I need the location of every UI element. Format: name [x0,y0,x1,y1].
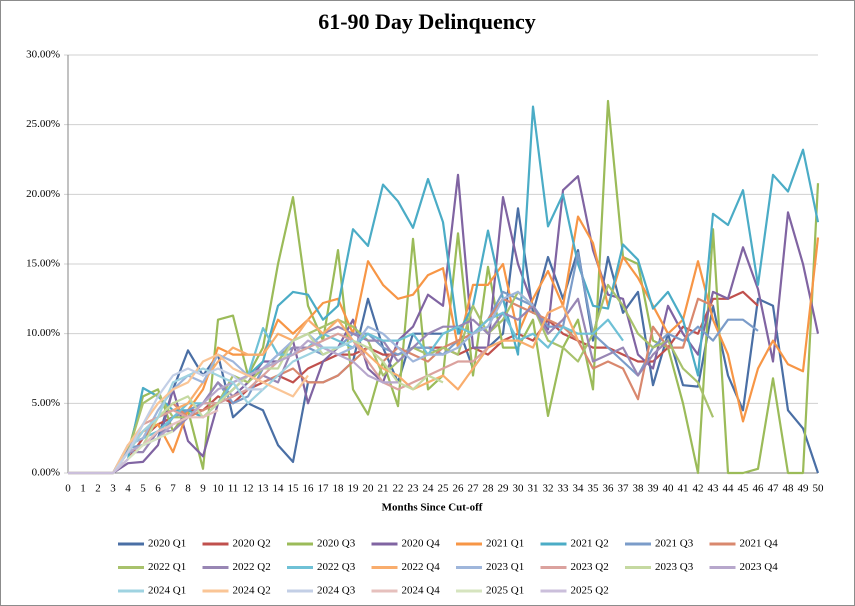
x-tick-label: 40 [663,483,675,495]
legend-label: 2020 Q3 [317,538,356,550]
x-tick-label: 50 [813,483,825,495]
x-tick-label: 14 [273,483,285,495]
legend-label: 2025 Q2 [571,585,609,597]
x-tick-label: 0 [65,483,71,495]
legend-label: 2024 Q4 [402,585,441,597]
legend-label: 2023 Q4 [740,561,779,573]
y-tick-label: 30.00% [26,49,60,61]
x-tick-label: 20 [363,483,375,495]
x-tick-label: 45 [738,483,750,495]
legend-label: 2022 Q3 [317,561,356,573]
series-line [68,297,669,475]
x-tick-label: 49 [798,483,810,495]
x-tick-label: 3 [110,483,116,495]
series-line [68,173,820,475]
y-tick-label: 0.00% [32,467,60,479]
x-tick-label: 6 [155,483,161,495]
legend-label: 2024 Q2 [233,585,271,597]
legend-label: 2020 Q2 [233,538,271,550]
x-tick-label: 8 [185,483,191,495]
legend-label: 2023 Q2 [571,561,609,573]
legend-label: 2020 Q1 [148,538,186,550]
x-tick-label: 24 [423,483,435,495]
y-tick-label: 15.00% [26,258,60,270]
x-tick-label: 33 [558,483,570,495]
x-tick-label: 18 [333,483,345,495]
legend-label: 2023 Q1 [486,561,524,573]
x-tick-label: 25 [438,483,450,495]
x-tick-label: 32 [543,483,554,495]
x-tick-label: 27 [468,483,480,495]
x-tick-label: 44 [723,483,735,495]
x-tick-label: 13 [258,483,270,495]
x-tick-label: 12 [243,483,254,495]
x-tick-label: 29 [498,483,510,495]
x-tick-label: 35 [588,483,600,495]
x-tick-label: 38 [633,483,645,495]
x-tick-label: 31 [528,483,539,495]
x-tick-label: 28 [483,483,495,495]
x-tick-label: 11 [228,483,239,495]
x-tick-label: 7 [170,483,176,495]
x-tick-label: 36 [603,483,615,495]
x-tick-label: 15 [288,483,300,495]
x-tick-label: 5 [140,483,146,495]
x-tick-label: 41 [678,483,689,495]
x-axis-label: Months Since Cut-off [382,502,483,514]
x-tick-label: 23 [408,483,420,495]
series-line [68,283,715,475]
x-tick-label: 9 [200,483,206,495]
y-tick-label: 10.00% [26,327,60,339]
x-tick-label: 34 [573,483,585,495]
legend-label: 2022 Q4 [402,561,441,573]
legend-label: 2023 Q3 [655,561,694,573]
series-line [68,458,129,475]
x-tick-label: 46 [753,483,765,495]
legend-label: 2024 Q1 [148,585,186,597]
x-tick-label: 39 [648,483,660,495]
legend-label: 2022 Q1 [148,561,186,573]
x-tick-label: 48 [783,483,795,495]
x-tick-label: 19 [348,483,360,495]
legend-label: 2021 Q3 [655,538,694,550]
chart-title: 61-90 Day Delinquency [318,9,536,34]
x-tick-label: 16 [303,483,315,495]
x-tick-label: 21 [378,483,389,495]
x-tick-label: 42 [693,483,704,495]
legend-label: 2021 Q2 [571,538,609,550]
legend-label: 2021 Q1 [486,538,524,550]
legend-label: 2020 Q4 [402,538,441,550]
series-line [68,297,714,475]
x-tick-label: 43 [708,483,720,495]
x-tick-label: 37 [618,483,630,495]
legend-label: 2022 Q2 [233,561,271,573]
legend-label: 2021 Q4 [740,538,779,550]
x-tick-label: 17 [318,483,330,495]
y-tick-label: 5.00% [32,397,60,409]
y-tick-label: 25.00% [26,118,60,130]
x-tick-label: 4 [125,483,131,495]
x-tick-label: 22 [393,483,404,495]
legend-label: 2024 Q3 [317,585,356,597]
y-tick-label: 20.00% [26,188,60,200]
legend-label: 2025 Q1 [486,585,524,597]
x-tick-label: 10 [213,483,225,495]
x-tick-label: 2 [95,483,101,495]
x-tick-label: 30 [513,483,525,495]
x-tick-label: 1 [80,483,86,495]
x-tick-label: 47 [768,483,780,495]
x-tick-label: 26 [453,483,465,495]
